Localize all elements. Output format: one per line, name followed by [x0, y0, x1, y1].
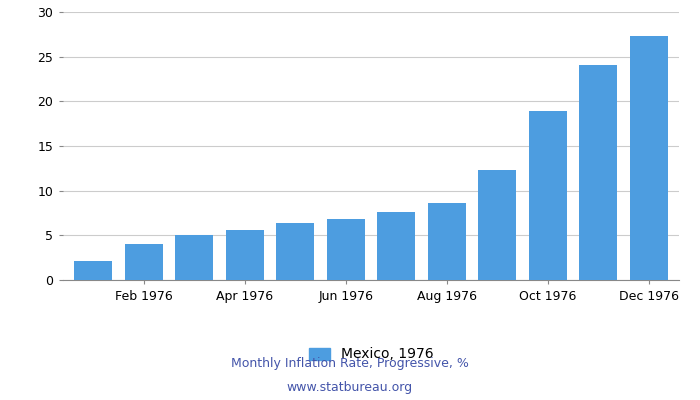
- Bar: [74, 261, 112, 280]
- Bar: [276, 223, 314, 280]
- Bar: [377, 212, 415, 280]
- Bar: [175, 235, 214, 280]
- Legend: Mexico, 1976: Mexico, 1976: [302, 340, 440, 368]
- Bar: [327, 219, 365, 280]
- Bar: [226, 230, 264, 280]
- Bar: [528, 111, 567, 280]
- Text: www.statbureau.org: www.statbureau.org: [287, 382, 413, 394]
- Bar: [580, 65, 617, 280]
- Bar: [478, 170, 516, 280]
- Bar: [125, 244, 162, 280]
- Text: Monthly Inflation Rate, Progressive, %: Monthly Inflation Rate, Progressive, %: [231, 358, 469, 370]
- Bar: [428, 203, 466, 280]
- Bar: [630, 36, 668, 280]
